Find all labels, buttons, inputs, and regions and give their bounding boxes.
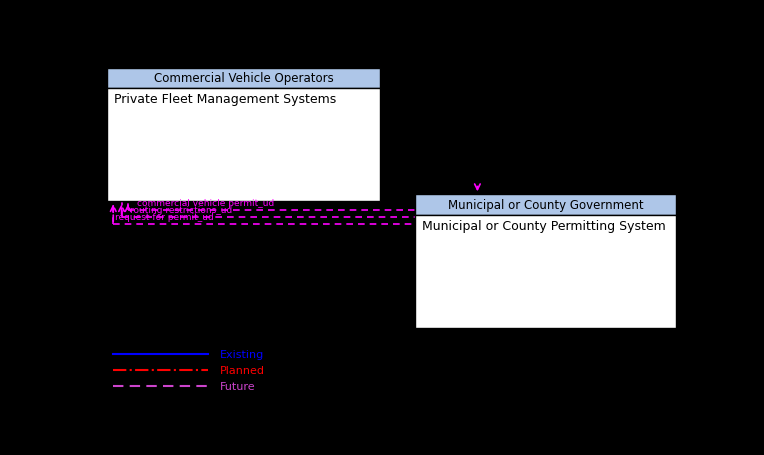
Text: Private Fleet Management Systems: Private Fleet Management Systems (115, 93, 337, 106)
Text: Future: Future (220, 381, 255, 391)
Bar (416, 215, 676, 328)
Bar (107, 69, 380, 89)
Text: Existing: Existing (220, 349, 264, 359)
Text: Commercial Vehicle Operators: Commercial Vehicle Operators (154, 72, 333, 85)
Text: commercial vehicle permit_ud: commercial vehicle permit_ud (137, 199, 274, 207)
Text: Municipal or County Permitting System: Municipal or County Permitting System (422, 219, 666, 232)
Text: Municipal or County Government: Municipal or County Government (448, 198, 643, 212)
Text: request for permit_ud: request for permit_ud (115, 213, 214, 222)
Text: Planned: Planned (220, 365, 265, 375)
Bar (107, 89, 380, 202)
Text: routing restrictions_ud: routing restrictions_ud (130, 206, 232, 215)
Bar (416, 195, 676, 215)
Bar (416, 195, 676, 328)
Bar (107, 69, 380, 202)
